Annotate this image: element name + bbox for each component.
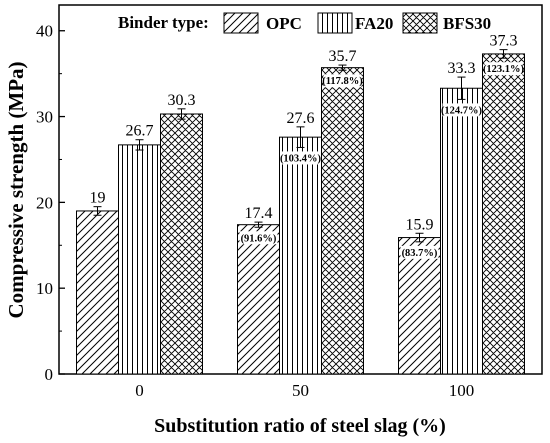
data-label: 19 [90, 190, 106, 207]
percent-label-bg [442, 103, 481, 117]
labels: 19 26.7 30.3 17.4 (91.6%) 27.6 (103.4%) 35.7 (11… [90, 33, 525, 259]
bars [76, 49, 525, 375]
bar-fa20 [279, 136, 322, 375]
data-label: 17.4 [245, 205, 273, 222]
data-label: 15.9 [406, 216, 434, 233]
bar-opc [76, 210, 119, 375]
percent-label-bg [400, 245, 439, 259]
percent-label: (83.7%) [402, 248, 438, 259]
percent-label-bg [323, 74, 362, 88]
legend: Binder type: OPC FA20 BFS30 [118, 12, 491, 34]
percent-label: (123.1%) [483, 64, 525, 75]
data-label: 35.7 [329, 48, 357, 65]
percent-label: (124.7%) [441, 105, 483, 116]
legend-label-fa20: FA20 [355, 14, 393, 33]
legend-label-opc: OPC [266, 14, 302, 33]
bar-bfs30 [160, 113, 203, 375]
x-axis-title: Substitution ratio of steel slag (%) [154, 415, 446, 437]
x-tick-label: 0 [135, 381, 144, 400]
data-label: 27.6 [287, 110, 315, 127]
legend-swatch-fa20 [317, 12, 353, 34]
bar-bfs30 [321, 67, 364, 375]
bar-fa20 [118, 144, 161, 375]
data-label: 33.3 [448, 60, 476, 77]
percent-label: (117.8%) [322, 76, 363, 87]
y-tick-label: 30 [36, 108, 53, 127]
x-tick-label: 100 [449, 381, 475, 400]
bar-opc [237, 224, 280, 375]
percent-label-bg [484, 62, 523, 76]
legend-swatch-opc [223, 12, 259, 34]
legend-title: Binder type: [118, 13, 209, 32]
y-tick-label: 0 [45, 365, 54, 384]
legend-label-bfs30: BFS30 [443, 14, 491, 33]
percent-label-bg [239, 231, 278, 245]
percent-label: (91.6%) [241, 233, 277, 244]
percent-label: (103.4%) [280, 153, 322, 164]
y-tick-label: 40 [36, 22, 53, 41]
y-tick-label: 10 [36, 279, 53, 298]
data-label: 30.3 [168, 92, 196, 109]
legend-swatch-bfs30 [402, 12, 438, 34]
percent-label-bg [281, 151, 320, 165]
y-axis-title: Compressive strength (MPa) [4, 61, 28, 318]
x-tick-label: 50 [292, 381, 309, 400]
bar-bfs30 [482, 53, 525, 375]
y-tick-label: 20 [36, 193, 53, 212]
data-label: 26.7 [126, 123, 154, 140]
bar-fa20 [440, 87, 483, 375]
data-label: 37.3 [490, 33, 518, 50]
y-axis: 0 10 20 30 40 [36, 22, 65, 384]
